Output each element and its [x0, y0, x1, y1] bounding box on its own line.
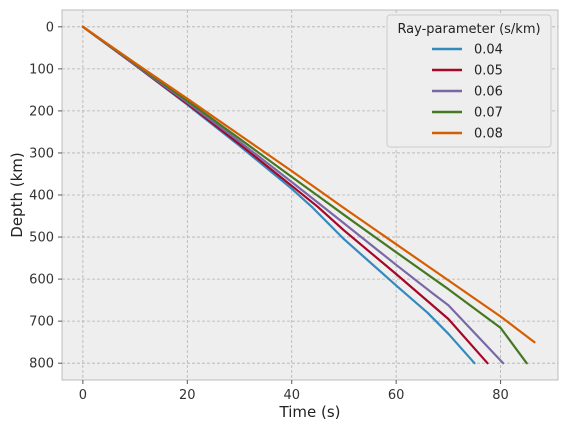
- legend-entry-label: 0.04: [474, 43, 503, 58]
- y-tick-label: 0: [46, 20, 54, 35]
- x-tick-label: 20: [179, 388, 196, 403]
- grid: [62, 10, 558, 380]
- y-tick-labels: 0 100 200 300 400 500 600 700 800: [29, 20, 62, 372]
- legend-entry-label: 0.06: [474, 85, 503, 100]
- x-tick-label: 80: [492, 388, 509, 403]
- y-tick-label: 300: [29, 146, 54, 161]
- legend-items: 0.04 0.05 0.06 0.07 0.08: [432, 43, 503, 142]
- legend-entry-label: 0.08: [474, 127, 503, 142]
- y-tick-label: 700: [29, 315, 54, 330]
- legend-title: Ray-parameter (s/km): [397, 22, 540, 37]
- y-tick-label: 800: [29, 357, 54, 372]
- y-tick-label: 500: [29, 231, 54, 246]
- y-tick-label: 400: [29, 189, 54, 204]
- x-tick-labels: 0 20 40 60 80: [79, 380, 509, 403]
- x-tick-label: 60: [388, 388, 405, 403]
- x-axis-label: Time (s): [279, 403, 341, 421]
- series-line-0.08: [81, 25, 536, 344]
- legend: Ray-parameter (s/km) 0.040.050.060.070.0…: [386, 14, 552, 148]
- legend-box: [386, 14, 552, 148]
- series-group: [81, 25, 536, 365]
- y-tick-label: 200: [29, 104, 54, 119]
- legend-entry-label: 0.05: [474, 64, 503, 79]
- x-tick-label: 0: [79, 388, 87, 403]
- y-tick-label: 100: [29, 62, 54, 77]
- y-tick-label: 600: [29, 273, 54, 288]
- series-line-0.07: [81, 25, 528, 365]
- y-axis-label: Depth (km): [8, 152, 26, 237]
- legend-entry-label: 0.07: [474, 106, 503, 121]
- x-tick-label: 40: [283, 388, 300, 403]
- series-line-0.06: [81, 25, 505, 365]
